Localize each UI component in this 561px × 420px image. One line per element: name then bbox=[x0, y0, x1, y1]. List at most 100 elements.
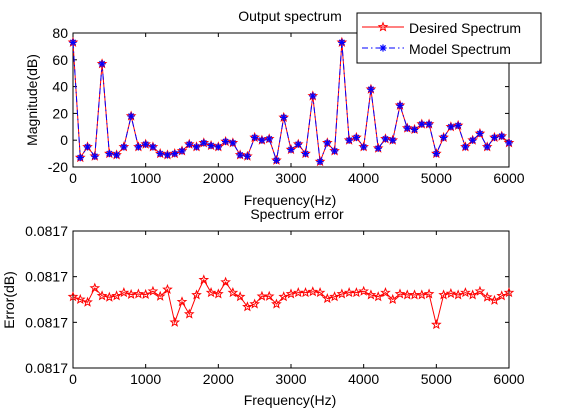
data-point bbox=[481, 291, 493, 302]
x-axis-label-spectrum-error: Frequency(Hz) bbox=[244, 392, 337, 408]
data-point bbox=[394, 288, 406, 299]
data-point bbox=[176, 296, 188, 307]
data-point bbox=[322, 292, 333, 304]
data-point bbox=[360, 143, 368, 151]
data-point bbox=[447, 123, 455, 131]
data-point bbox=[134, 143, 142, 151]
x-tick-label: 3000 bbox=[275, 371, 306, 387]
data-point bbox=[345, 136, 353, 144]
legend: Desired Spectrum Model Spectrum bbox=[356, 12, 542, 64]
data-point bbox=[69, 38, 77, 46]
data-point bbox=[67, 291, 79, 302]
data-point bbox=[323, 139, 331, 147]
data-point bbox=[372, 291, 384, 302]
data-point bbox=[76, 154, 84, 162]
data-point bbox=[222, 137, 230, 146]
data-point bbox=[300, 287, 311, 298]
tick-labels-spectrum-error: 0 1000 2000 3000 4000 5000 6000 0.0817 0.0817 0.0… bbox=[25, 223, 525, 387]
legend-marker-model bbox=[379, 44, 387, 52]
data-point bbox=[278, 291, 290, 302]
data-point bbox=[96, 290, 108, 301]
data-point bbox=[285, 288, 297, 299]
data-point bbox=[142, 140, 150, 148]
x-tick-label: 0 bbox=[69, 170, 77, 186]
data-point bbox=[505, 139, 513, 147]
y-tick-label: 0 bbox=[60, 132, 68, 148]
x-tick-label: 5000 bbox=[421, 371, 452, 387]
data-point bbox=[265, 135, 273, 143]
data-point bbox=[498, 132, 506, 140]
data-point bbox=[294, 140, 302, 148]
y-tick-label: 0.0817 bbox=[25, 314, 68, 330]
data-point bbox=[220, 276, 231, 287]
data-point bbox=[234, 291, 246, 302]
data-point bbox=[229, 139, 237, 147]
data-point bbox=[438, 289, 449, 300]
data-point bbox=[163, 151, 172, 159]
data-point bbox=[192, 143, 201, 151]
data-point bbox=[118, 287, 130, 298]
data-point bbox=[200, 139, 208, 147]
data-point bbox=[243, 152, 251, 160]
x-tick-label: 6000 bbox=[493, 371, 524, 387]
data-point bbox=[425, 120, 433, 128]
data-point bbox=[461, 143, 469, 151]
data-point bbox=[111, 290, 122, 301]
x-tick-label: 2000 bbox=[203, 371, 234, 387]
x-tick-label: 5000 bbox=[421, 170, 452, 186]
data-point bbox=[432, 150, 440, 158]
chart-title-output-spectrum: Output spectrum bbox=[238, 8, 342, 24]
data-point bbox=[307, 286, 319, 297]
legend-marker-desired bbox=[377, 21, 389, 32]
plot-area-spectrum-error bbox=[72, 230, 510, 369]
data-point bbox=[329, 291, 340, 302]
y-tick-label: 20 bbox=[52, 105, 68, 121]
data-point bbox=[396, 101, 404, 109]
data-point bbox=[467, 289, 478, 300]
data-point bbox=[423, 288, 435, 299]
data-point bbox=[183, 308, 195, 319]
series-spectrum-error bbox=[67, 274, 515, 330]
y-axis-label-spectrum-error: Error(dB) bbox=[1, 271, 17, 329]
data-point bbox=[83, 143, 92, 151]
data-point bbox=[445, 287, 457, 299]
data-point bbox=[454, 121, 462, 130]
data-point bbox=[242, 301, 253, 312]
data-point bbox=[381, 135, 390, 143]
data-point bbox=[389, 136, 397, 144]
data-point bbox=[149, 143, 157, 151]
data-point bbox=[483, 143, 491, 151]
legend-marker-asterisk bbox=[379, 44, 387, 52]
data-point bbox=[331, 147, 339, 155]
data-point bbox=[316, 158, 324, 166]
data-point bbox=[249, 298, 260, 309]
y-tick-label: 60 bbox=[52, 52, 68, 68]
y-axis-label-output-spectrum: Magnitude(dB) bbox=[24, 54, 40, 146]
tick-marks-spectrum-error bbox=[72, 230, 510, 369]
data-point bbox=[490, 133, 499, 142]
legend-label-desired: Desired Spectrum bbox=[409, 20, 521, 36]
data-point bbox=[236, 151, 244, 159]
data-point bbox=[113, 151, 121, 159]
data-point bbox=[147, 285, 159, 296]
y-tick-label: 0.0817 bbox=[25, 360, 68, 376]
y-tick-label: -20 bbox=[48, 159, 68, 175]
data-point bbox=[185, 140, 193, 148]
x-tick-label: 6000 bbox=[493, 170, 524, 186]
legend-marker-star bbox=[377, 21, 389, 32]
data-point bbox=[440, 133, 448, 142]
x-tick-label: 1000 bbox=[130, 371, 161, 387]
legend-label-model: Model Spectrum bbox=[409, 41, 511, 57]
data-point bbox=[503, 287, 515, 298]
data-point bbox=[156, 150, 164, 158]
data-point bbox=[82, 296, 93, 307]
data-point bbox=[301, 150, 310, 158]
data-point bbox=[169, 316, 181, 327]
data-point bbox=[469, 136, 477, 144]
data-point bbox=[127, 112, 135, 120]
data-point bbox=[410, 125, 419, 134]
data-point bbox=[489, 294, 500, 305]
x-tick-label: 4000 bbox=[348, 170, 379, 186]
